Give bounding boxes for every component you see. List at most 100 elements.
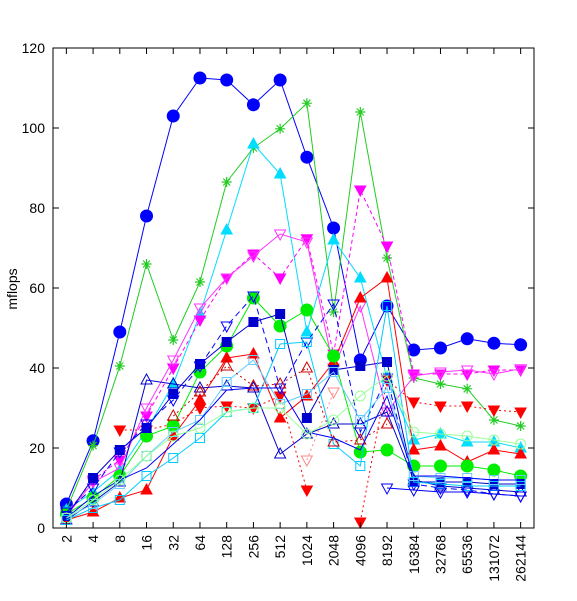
y-tick-label: 100: [22, 120, 46, 136]
data-point: [300, 303, 314, 317]
data-point: [434, 401, 447, 414]
data-point: [247, 402, 259, 414]
data-point: [434, 426, 447, 439]
data-point: [487, 405, 501, 418]
data-point: [460, 401, 474, 414]
x-tick-label: 2048: [326, 535, 342, 566]
data-point: [193, 361, 207, 374]
data-point: [301, 337, 312, 347]
data-point: [353, 416, 367, 429]
x-tick-label: 4096: [352, 535, 368, 566]
data-point: [166, 355, 180, 368]
data-point: [460, 332, 474, 346]
axes: 0 20 40 60 80 100 120 2 4 8 16 32 64 128 256 512 1024 204…: [22, 40, 535, 582]
data-point: [460, 487, 474, 500]
data-point: [247, 378, 260, 391]
x-tick-label: 512: [272, 535, 288, 559]
data-point: [113, 325, 127, 339]
series-11: [60, 372, 527, 525]
x-tick-label: 2: [58, 535, 74, 543]
x-tick-label: 16384: [406, 535, 422, 574]
data-point: [514, 338, 528, 352]
series-15: [66, 387, 521, 519]
data-point: [435, 473, 446, 483]
data-point: [380, 483, 394, 496]
series-line: [119, 395, 308, 491]
data-point: [514, 491, 527, 504]
data-point: [273, 273, 287, 286]
data-point: [166, 408, 180, 421]
x-tick-label: 256: [245, 535, 261, 559]
x-tick-label: 64: [192, 535, 208, 551]
data-point: [273, 446, 287, 459]
series-line: [66, 188, 521, 515]
data-point: [462, 383, 473, 394]
data-point: [273, 391, 287, 404]
data-point: [114, 361, 125, 371]
data-point: [275, 123, 286, 134]
data-point: [382, 357, 393, 367]
data-point: [220, 350, 234, 363]
data-point: [140, 419, 153, 432]
data-point: [462, 481, 473, 491]
data-point: [434, 487, 447, 500]
data-point: [113, 425, 127, 438]
x-tick-label: 65536: [459, 535, 475, 574]
data-point: [515, 481, 526, 491]
data-point: [460, 365, 474, 378]
data-point: [114, 495, 125, 505]
series-line: [65, 102, 521, 511]
data-point: [354, 390, 366, 402]
data-point: [193, 315, 207, 328]
data-point: [273, 383, 287, 396]
x-tick-label: 4: [85, 535, 101, 543]
data-point: [247, 380, 260, 393]
data-point: [407, 485, 421, 498]
data-point: [220, 73, 234, 87]
data-point: [327, 349, 341, 363]
data-point: [247, 136, 260, 149]
y-tick-label: 0: [37, 520, 45, 536]
series-line: [66, 143, 521, 511]
y-tick-label: 120: [22, 40, 46, 56]
data-point: [487, 365, 501, 378]
y-tick-label: 60: [29, 280, 45, 296]
data-point: [355, 107, 366, 117]
data-point: [355, 361, 366, 371]
data-point: [380, 373, 394, 386]
data-point: [167, 430, 179, 442]
y-tick-label: 40: [29, 360, 45, 376]
data-point: [328, 414, 340, 426]
data-point: [514, 365, 527, 378]
data-point: [168, 453, 179, 463]
data-point: [166, 376, 180, 389]
data-point: [380, 270, 394, 283]
data-point: [275, 339, 286, 349]
data-point: [487, 336, 501, 350]
series-14: [166, 358, 394, 447]
data-point: [301, 413, 312, 423]
series-line: [66, 359, 521, 519]
data-point: [380, 443, 394, 457]
data-point: [327, 232, 340, 245]
series-line: [66, 305, 521, 521]
data-point: [301, 389, 312, 399]
series-line: [66, 379, 521, 521]
data-point: [435, 379, 446, 389]
data-point: [353, 432, 367, 445]
data-point: [113, 463, 127, 476]
data-point: [487, 463, 501, 477]
data-point: [248, 317, 259, 327]
data-point: [247, 291, 260, 304]
series-17: [300, 387, 340, 468]
data-point: [273, 73, 287, 87]
data-point: [193, 384, 207, 397]
data-point: [407, 371, 421, 384]
data-point: [166, 109, 180, 123]
series-line: [386, 487, 521, 497]
plot-area: [59, 71, 528, 530]
data-point: [168, 335, 179, 345]
data-point: [220, 222, 234, 235]
data-point: [140, 482, 153, 495]
